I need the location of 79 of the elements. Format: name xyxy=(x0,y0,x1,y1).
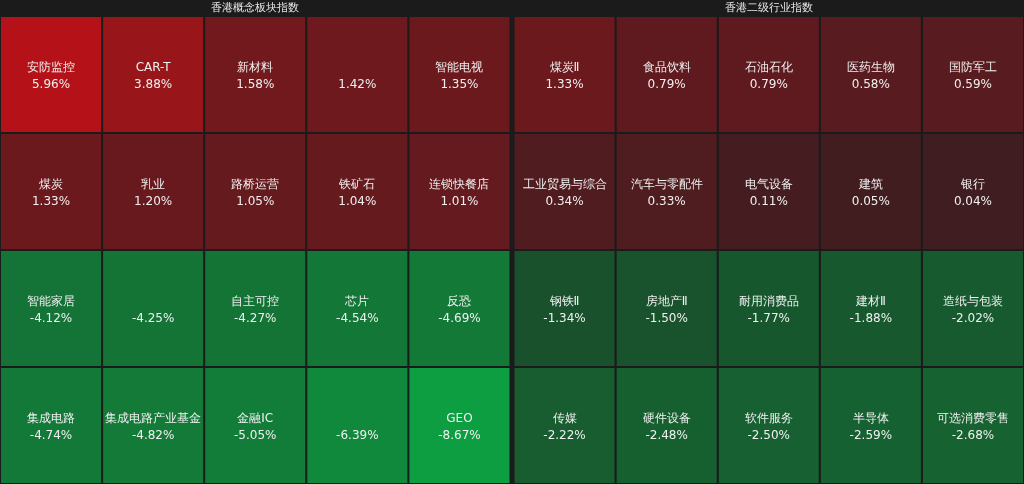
category-label: 煤炭 xyxy=(39,176,64,191)
data-label: 1.05% xyxy=(236,193,275,208)
data-label: -4.27% xyxy=(234,310,277,325)
data-label: 1.33% xyxy=(31,193,71,208)
data-label: 0.59% xyxy=(953,76,993,91)
category-label: 路桥运营 xyxy=(231,176,280,191)
category-label: 房地产Ⅱ xyxy=(645,293,688,308)
data-label: 1.42% xyxy=(338,76,377,91)
category-label: 建筑 xyxy=(857,176,883,191)
category-label: 自主可控 xyxy=(231,293,280,308)
category-label: 集成电路产业基金 xyxy=(105,410,202,425)
data-label: -4.12% xyxy=(29,310,73,325)
category-label: 智能电视 xyxy=(435,59,484,74)
category-label: 石油石化 xyxy=(744,59,793,74)
data-label: 1.01% xyxy=(440,193,479,208)
data-label: 1.04% xyxy=(338,193,377,208)
data-label: -2.59% xyxy=(849,427,893,442)
category-label: 国防军工 xyxy=(948,59,997,74)
data-label: -4.54% xyxy=(336,310,379,325)
data-label: 1.58% xyxy=(236,76,275,91)
category-label: 铁矿石 xyxy=(338,176,376,191)
category-label: 耐用消费品 xyxy=(738,293,799,308)
category-label: 反恐 xyxy=(447,293,472,308)
data-label: 1.35% xyxy=(440,76,479,91)
category-label: 新材料 xyxy=(237,59,274,74)
category-label: 智能家居 xyxy=(27,293,76,308)
data-label: -4.74% xyxy=(29,427,73,442)
data-label: -1.34% xyxy=(543,310,586,325)
data-label: 0.34% xyxy=(545,193,584,208)
category-label: 钢铁Ⅱ xyxy=(548,293,580,308)
category-label: 芯片 xyxy=(344,293,370,308)
data-label: 0.79% xyxy=(647,76,686,91)
data-label: 3.88% xyxy=(134,76,173,91)
data-label: 0.33% xyxy=(647,193,686,208)
category-label: 安防监控 xyxy=(27,59,76,74)
data-label: -1.77% xyxy=(747,310,790,325)
data-label: -4.25% xyxy=(131,310,175,325)
category-label: GEO xyxy=(446,410,473,425)
category-label: 医药生物 xyxy=(846,59,895,74)
category-label: 连锁快餐店 xyxy=(429,176,490,191)
category-label: 软件服务 xyxy=(744,410,793,425)
category-label: 煤炭Ⅱ xyxy=(549,59,580,74)
category-label: 食品饮料 xyxy=(642,59,691,74)
category-label: CAR-T xyxy=(135,59,172,74)
category-label: 可选消费零售 xyxy=(936,410,1009,425)
data-label: -4.69% xyxy=(438,310,481,325)
data-label: 0.05% xyxy=(851,193,890,208)
category-label: 乳业 xyxy=(141,176,166,191)
category-label: 工业贸易与综合 xyxy=(522,176,607,191)
data-label: -8.67% xyxy=(438,427,481,442)
category-label: 传媒 xyxy=(552,410,577,425)
data-label: -2.22% xyxy=(543,427,586,442)
category-label: 电气设备 xyxy=(744,176,793,191)
data-label: 0.79% xyxy=(749,76,788,91)
text: 香港二级行业指数 xyxy=(724,1,813,14)
text: 香港概念板块指数 xyxy=(211,1,300,14)
category-label: 汽车与零配件 xyxy=(630,176,703,191)
category-label: 半导体 xyxy=(852,410,889,425)
category-label: 造纸与包装 xyxy=(942,293,1003,308)
data-label: -1.88% xyxy=(849,310,893,325)
category-label: 硬件设备 xyxy=(642,410,691,425)
data-label: -2.68% xyxy=(951,427,995,442)
data-label: 1.33% xyxy=(545,76,584,91)
data-label: -6.39% xyxy=(336,427,379,442)
category-label: 银行 xyxy=(959,176,985,191)
data-label: 0.04% xyxy=(953,193,993,208)
data-label: -5.05% xyxy=(234,427,277,442)
data-label: 5.96% xyxy=(31,76,71,91)
category-label: 金融IC xyxy=(237,410,274,425)
category-label: 建材Ⅱ xyxy=(854,293,886,308)
data-label: -2.48% xyxy=(645,427,688,442)
category-label: 集成电路 xyxy=(27,410,76,425)
data-label: 1.20% xyxy=(134,193,173,208)
data-label: -1.50% xyxy=(645,310,688,325)
data-label: -2.50% xyxy=(747,427,790,442)
data-label: -4.82% xyxy=(131,427,175,442)
data-label: 0.11% xyxy=(749,193,788,208)
data-label: 0.58% xyxy=(851,76,890,91)
data-label: -2.02% xyxy=(951,310,995,325)
